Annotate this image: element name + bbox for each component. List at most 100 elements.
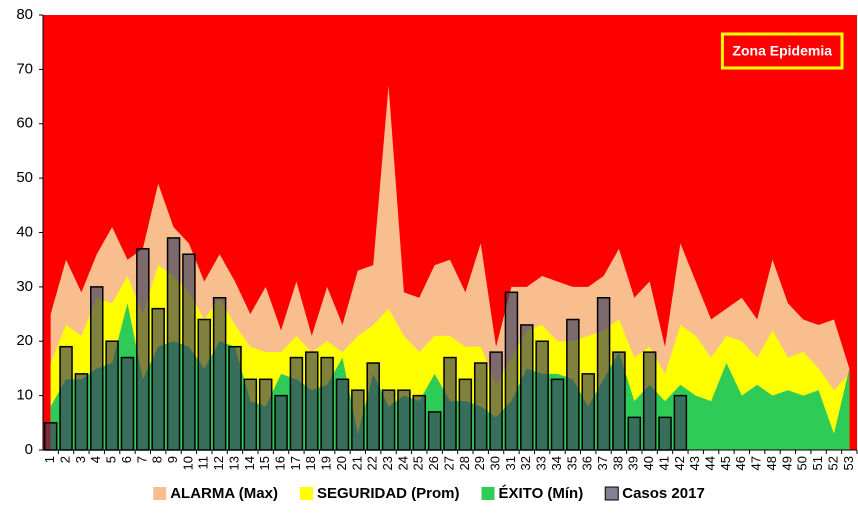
x-tick-label: 34	[549, 456, 564, 470]
x-tick-label: 5	[104, 456, 119, 463]
x-tick-label: 7	[134, 456, 149, 463]
x-tick-label: 44	[703, 456, 718, 470]
bar	[351, 389, 365, 451]
x-tick-label: 24	[395, 456, 410, 470]
legend-swatch	[481, 487, 495, 500]
x-tick-label: 9	[165, 456, 180, 463]
bar	[673, 394, 688, 451]
x-tick-label: 32	[518, 456, 533, 470]
x-tick-label: 23	[380, 456, 395, 470]
bar	[427, 411, 442, 451]
bar	[458, 378, 473, 451]
x-tick-label: 22	[365, 456, 380, 470]
bar	[274, 394, 288, 451]
x-tick-label: 26	[426, 456, 441, 470]
bar	[535, 340, 549, 451]
legend-swatch	[153, 487, 167, 500]
bar	[412, 394, 427, 451]
x-tick-label: 16	[272, 456, 287, 470]
x-tick-label: 2	[57, 456, 72, 463]
legend-swatch	[299, 487, 313, 500]
x-tick-label: 40	[641, 456, 656, 470]
y-tick-label: 10	[16, 387, 33, 404]
x-tick-label: 11	[196, 456, 211, 470]
x-tick-label: 42	[672, 456, 687, 470]
x-tick-label: 25	[411, 456, 426, 470]
bar	[59, 345, 73, 451]
x-tick-label: 20	[334, 456, 349, 470]
x-tick-label: 31	[503, 456, 518, 470]
y-tick-label: 30	[16, 278, 33, 295]
bar	[581, 373, 595, 451]
bar	[166, 237, 181, 451]
annotation: Zona Epidemia	[720, 32, 844, 70]
x-tick-label: 12	[211, 456, 226, 470]
legend-label: ÉXITO (Mín)	[499, 485, 584, 502]
x-tick-label: 53	[841, 456, 856, 470]
bar	[182, 253, 196, 451]
x-tick-label: 30	[488, 456, 503, 470]
y-tick-label: 70	[16, 60, 33, 77]
x-tick-label: 29	[472, 456, 487, 470]
bar	[504, 291, 519, 451]
x-tick-label: 28	[457, 456, 472, 470]
bar	[136, 248, 150, 451]
annotation-box	[720, 32, 844, 70]
x-tick-label: 17	[288, 456, 303, 470]
bar	[642, 351, 657, 451]
bar	[397, 389, 411, 451]
x-tick-label: 18	[303, 456, 318, 470]
bar	[550, 378, 565, 451]
x-tick-label: 10	[180, 456, 195, 470]
x-tick-label: 35	[564, 456, 579, 470]
y-tick-label: 50	[16, 169, 33, 186]
y-tick-label: 80	[16, 6, 33, 23]
x-tick-label: 21	[349, 456, 364, 470]
legend-label: SEGURIDAD (Prom)	[317, 485, 460, 502]
legend-swatch	[604, 486, 619, 501]
bar	[43, 422, 58, 451]
y-tick-label: 60	[16, 115, 33, 132]
bar	[566, 318, 580, 451]
x-tick-label: 38	[610, 456, 625, 470]
bar	[258, 378, 273, 451]
bar	[243, 378, 258, 451]
x-tick-label: 4	[88, 456, 103, 463]
bar	[74, 373, 89, 451]
bar	[320, 356, 334, 451]
x-tick-label: 41	[656, 456, 671, 470]
x-tick-label: 8	[150, 456, 165, 463]
bar	[366, 362, 380, 451]
legend-label: Casos 2017	[622, 485, 705, 502]
x-tick-label: 37	[595, 456, 610, 470]
legend-label: ALARMA (Max)	[170, 485, 278, 502]
x-tick-label: 46	[733, 456, 748, 470]
bar	[381, 389, 396, 451]
x-tick-label: 52	[825, 456, 840, 470]
bar	[658, 416, 672, 451]
bar	[212, 297, 227, 451]
bar	[443, 356, 457, 451]
x-tick-label: 50	[795, 456, 810, 470]
x-tick-label: 48	[764, 456, 779, 470]
bar	[627, 416, 642, 451]
bar	[197, 318, 212, 451]
bar	[228, 345, 242, 451]
bar	[520, 324, 534, 451]
bar	[151, 307, 165, 451]
bar	[335, 378, 350, 451]
x-tick-label: 14	[242, 456, 257, 470]
y-tick-label: 20	[16, 332, 33, 349]
bar	[473, 362, 488, 451]
y-tick-label: 0	[25, 441, 33, 458]
bar	[105, 340, 119, 451]
bar	[305, 351, 319, 451]
bar	[612, 351, 626, 451]
bar	[596, 297, 611, 451]
x-tick-label: 51	[810, 456, 825, 470]
x-tick-label: 1	[42, 456, 57, 463]
x-tick-label: 6	[119, 456, 134, 463]
x-tick-label: 49	[779, 456, 794, 470]
x-tick-label: 39	[626, 456, 641, 470]
